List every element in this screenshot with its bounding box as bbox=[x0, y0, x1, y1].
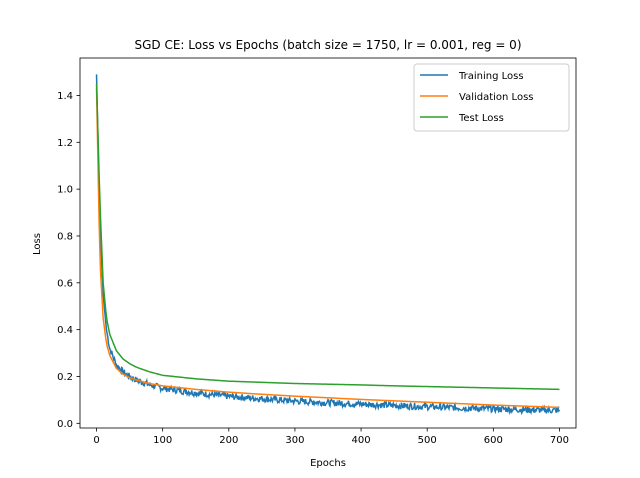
series-line-1 bbox=[95, 88, 560, 409]
y-tick-label: 1.0 bbox=[57, 185, 73, 196]
x-axis-label: Epochs bbox=[310, 458, 346, 469]
y-tick-label: 1.4 bbox=[57, 91, 73, 102]
x-tick-label: 300 bbox=[285, 435, 304, 446]
chart-title: SGD CE: Loss vs Epochs (batch size = 175… bbox=[135, 38, 522, 52]
series-line-0 bbox=[95, 74, 561, 416]
y-tick-label: 0.0 bbox=[57, 419, 73, 430]
x-tick-label: 700 bbox=[550, 435, 569, 446]
y-axis: 0.0 0.2 0.4 0.6 0.8 1.0 1.2 1.4 bbox=[57, 91, 80, 430]
x-tick-label: 200 bbox=[219, 435, 238, 446]
x-tick-label: 100 bbox=[153, 435, 172, 446]
y-tick-label: 1.2 bbox=[57, 138, 73, 149]
legend-label-2: Test Loss bbox=[458, 113, 504, 124]
plot-frame bbox=[79, 57, 577, 429]
x-tick-label: 500 bbox=[418, 435, 437, 446]
x-tick-label: 0 bbox=[93, 435, 99, 446]
y-tick-label: 0.4 bbox=[57, 325, 73, 336]
legend: Training Loss Validation Loss Test Loss bbox=[413, 63, 570, 132]
legend-label-0: Training Loss bbox=[458, 71, 524, 82]
legend-box bbox=[413, 63, 570, 132]
y-axis-label: Loss bbox=[32, 233, 43, 255]
x-axis: 0 100 200 300 400 500 600 700 bbox=[93, 428, 569, 446]
legend-label-1: Validation Loss bbox=[459, 92, 534, 103]
x-tick-label: 600 bbox=[484, 435, 503, 446]
y-tick-label: 0.6 bbox=[57, 278, 73, 289]
plot-area bbox=[79, 57, 577, 429]
y-tick-label: 0.2 bbox=[57, 372, 73, 383]
y-tick-label: 0.8 bbox=[57, 231, 73, 242]
x-tick-label: 400 bbox=[352, 435, 371, 446]
series-line-2 bbox=[95, 83, 560, 391]
